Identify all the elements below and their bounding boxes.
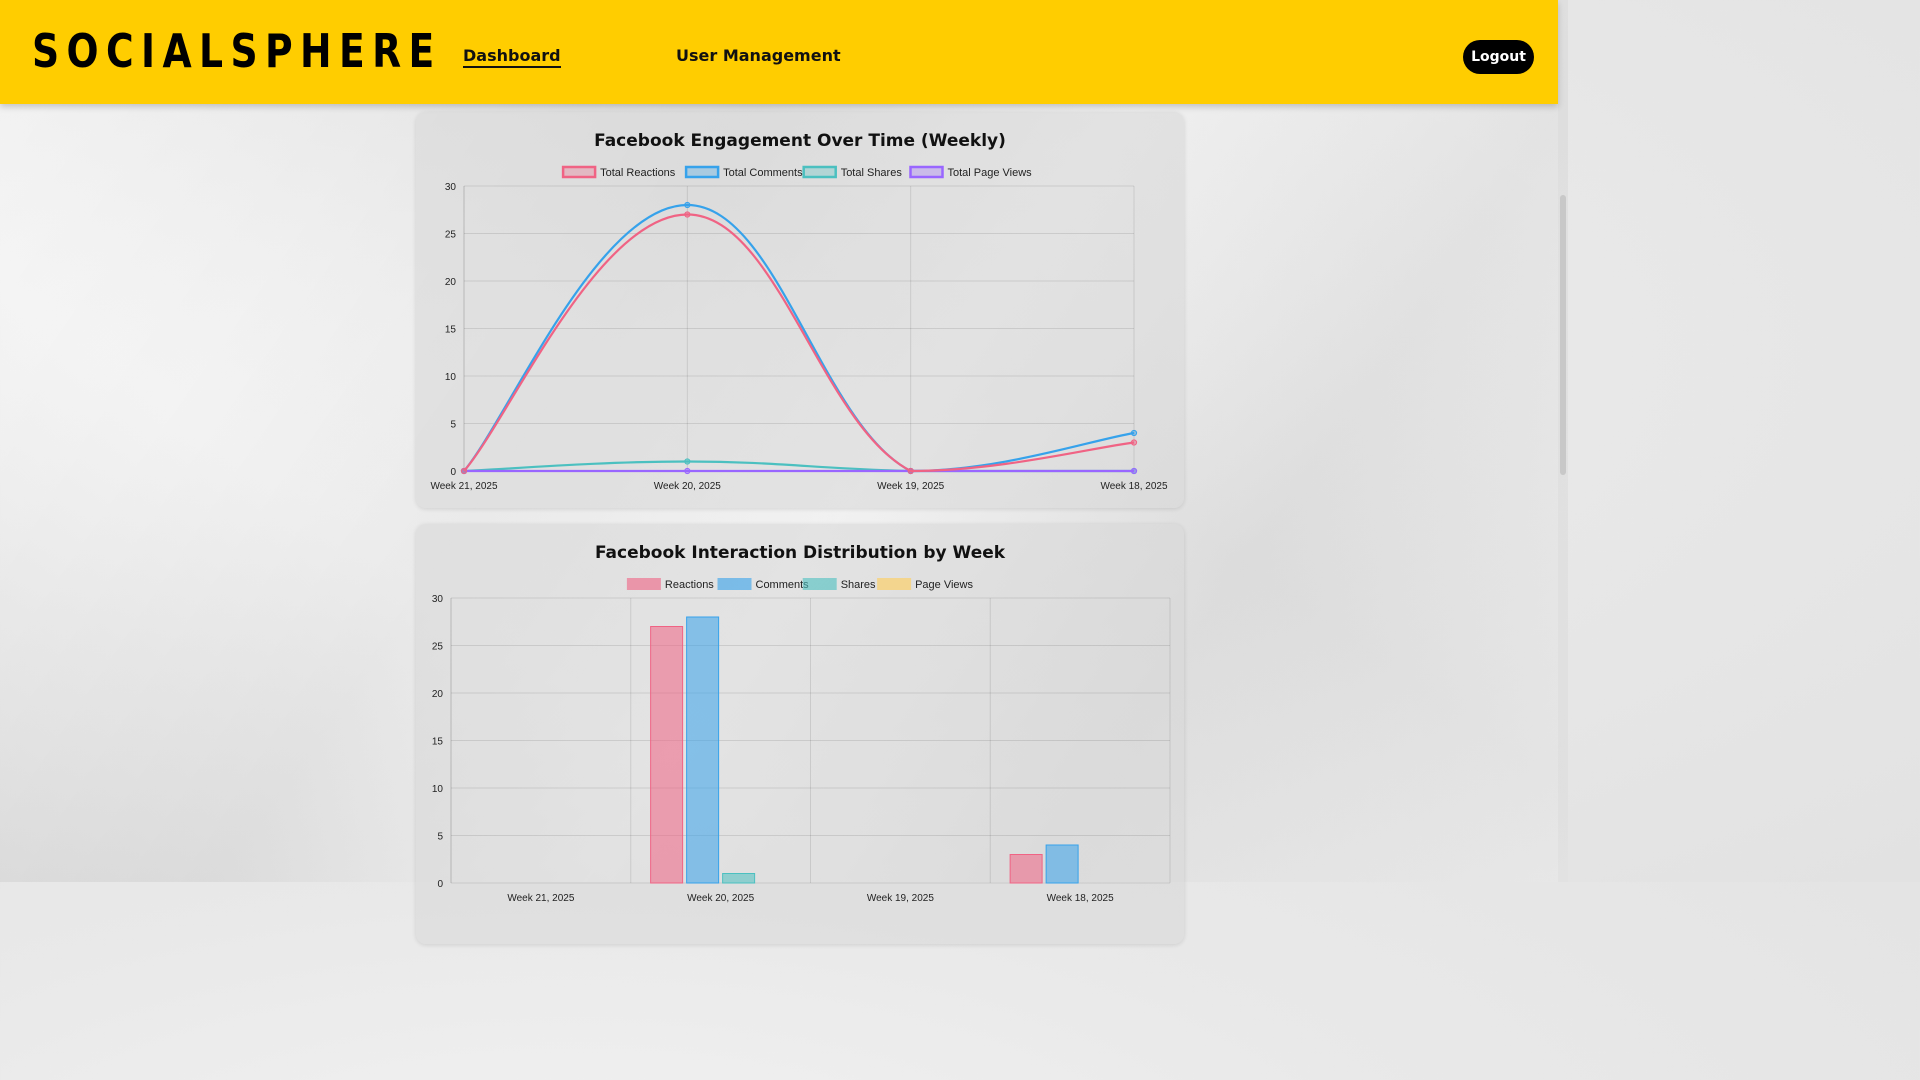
distribution-bar-chart: Reactions Comments Shares Page Views 0 5 10 15 2… xyxy=(432,578,1171,904)
engagement-line-chart: Total Reactions Total Comments Total Share… xyxy=(430,165,1168,492)
data-point-total-comments xyxy=(684,201,691,209)
logout-button[interactable]: Logout xyxy=(1463,40,1534,74)
engagement-chart-title: Facebook Engagement Over Time (Weekly) xyxy=(594,131,1006,151)
bar-reactions xyxy=(650,626,684,884)
legend-swatch-shares xyxy=(802,578,837,590)
bar-comments xyxy=(686,616,720,884)
y-tick-label: 30 xyxy=(432,594,444,605)
bar-comments xyxy=(1045,844,1079,884)
series-line-total-comments xyxy=(463,203,1135,473)
legend-swatch-total-comments xyxy=(684,165,720,179)
engagement-chart-card: Facebook Engagement Over Time (Weekly) T… xyxy=(416,112,1184,508)
legend-label-reactions: Reactions xyxy=(665,579,714,591)
legend-swatch-total-shares xyxy=(802,165,837,179)
data-point-total-page-views xyxy=(1130,467,1138,475)
legend-label-comments: Comments xyxy=(756,579,810,591)
legend-label-total-shares: Total Shares xyxy=(841,167,903,179)
top-navbar: SOCIALSPHERE Dashboard User Management L… xyxy=(0,0,1558,104)
legend-label-total-page-views: Total Page Views xyxy=(948,167,1033,179)
y-tick-label: 15 xyxy=(445,325,457,336)
data-point-total-reactions xyxy=(907,467,914,475)
y-tick-label: 15 xyxy=(432,737,444,748)
legend-swatch-page-views xyxy=(877,578,912,590)
y-tick-label: 5 xyxy=(437,832,443,843)
brand-logo: SOCIALSPHERE xyxy=(32,24,442,78)
x-tick-label: Week 21, 2025 xyxy=(430,481,498,492)
data-point-total-page-views xyxy=(684,467,691,475)
x-tick-label: Week 18, 2025 xyxy=(1100,481,1168,492)
legend-swatch-comments xyxy=(717,578,752,590)
legend-label-shares: Shares xyxy=(841,579,876,591)
y-tick-label: 25 xyxy=(432,642,444,653)
nav-link-user-management[interactable]: User Management xyxy=(676,46,841,65)
x-tick-label: Week 18, 2025 xyxy=(1047,893,1115,904)
series-line-total-shares xyxy=(463,460,1134,473)
y-tick-label: 20 xyxy=(432,689,444,700)
y-tick-label: 0 xyxy=(437,879,443,890)
x-tick-label: Week 19, 2025 xyxy=(867,893,935,904)
y-tick-label: 10 xyxy=(432,784,444,795)
data-point-total-reactions xyxy=(1130,439,1138,446)
x-tick-label: Week 19, 2025 xyxy=(877,481,945,492)
data-point-total-reactions xyxy=(460,467,468,475)
x-tick-label: Week 21, 2025 xyxy=(507,893,575,904)
x-tick-label: Week 20, 2025 xyxy=(654,481,722,492)
y-tick-label: 10 xyxy=(445,372,457,383)
bar-shares xyxy=(722,873,756,884)
legend-label-total-reactions: Total Reactions xyxy=(600,167,676,179)
data-point-total-reactions xyxy=(684,211,691,218)
distribution-chart-card: Facebook Interaction Distribution by Wee… xyxy=(416,524,1184,944)
y-tick-label: 20 xyxy=(445,277,457,288)
x-tick-label: Week 20, 2025 xyxy=(687,893,755,904)
legend-label-total-comments: Total Comments xyxy=(723,167,803,179)
legend-swatch-total-page-views xyxy=(909,165,944,179)
distribution-chart-title: Facebook Interaction Distribution by Wee… xyxy=(594,543,1006,563)
legend-label-page-views: Page Views xyxy=(915,579,973,591)
legend-swatch-reactions xyxy=(626,578,661,590)
series-line-total-reactions xyxy=(463,213,1135,473)
y-tick-label: 0 xyxy=(450,467,456,478)
data-point-total-comments xyxy=(1130,429,1138,437)
scrollbar-thumb[interactable] xyxy=(1560,195,1566,475)
nav-link-dashboard[interactable]: Dashboard xyxy=(463,46,561,68)
legend-swatch-total-reactions xyxy=(561,165,597,179)
y-tick-label: 25 xyxy=(445,230,457,241)
y-tick-label: 5 xyxy=(450,420,456,431)
y-tick-label: 30 xyxy=(445,182,457,193)
bar-reactions xyxy=(1009,854,1043,884)
data-point-total-shares xyxy=(684,458,691,465)
